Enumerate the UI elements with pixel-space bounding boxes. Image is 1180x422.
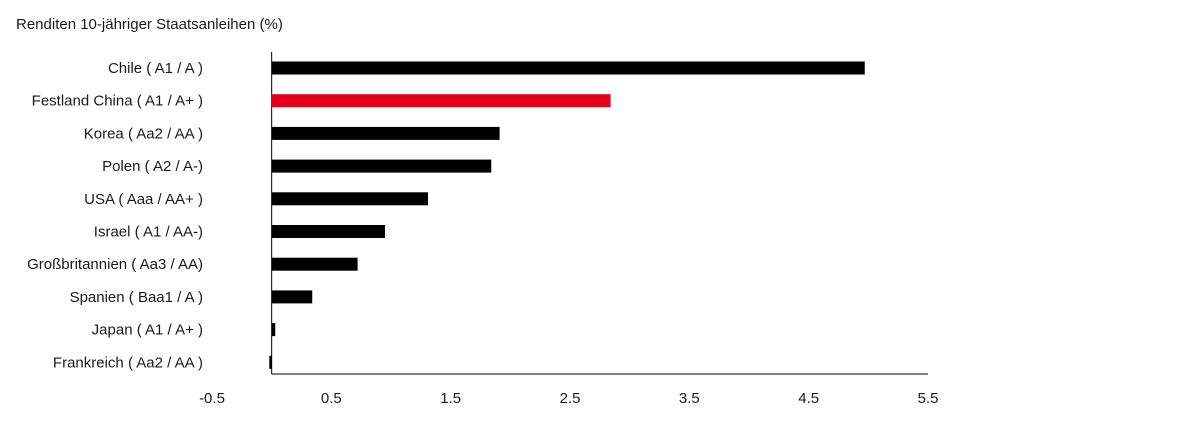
x-tick-label: 1.5 xyxy=(440,390,461,407)
category-label: Großbritannien ( Aa3 / AA) xyxy=(27,256,203,273)
category-label: Festland China ( A1 / A+ ) xyxy=(32,93,203,110)
category-label: Japan ( A1 / A+ ) xyxy=(92,322,203,339)
bar xyxy=(269,355,272,369)
category-label: Frankreich ( Aa2 / AA ) xyxy=(53,354,203,371)
x-tick-label: -0.5 xyxy=(199,390,225,407)
x-tick-label: 4.5 xyxy=(798,390,819,407)
bar xyxy=(271,323,276,337)
bar xyxy=(271,94,611,108)
x-tick-label: 2.5 xyxy=(560,390,581,407)
category-label: Korea ( Aa2 / AA ) xyxy=(84,125,203,142)
category-label: Spanien ( Baa1 / A ) xyxy=(70,289,203,306)
bar xyxy=(271,159,492,173)
bar xyxy=(271,192,428,206)
x-tick-label: 3.5 xyxy=(679,390,700,407)
category-label: Israel ( A1 / AA-) xyxy=(94,224,203,241)
bar xyxy=(271,126,500,140)
category-label: Polen ( A2 / A-) xyxy=(102,158,203,175)
chart-title: Renditen 10-jähriger Staatsanleihen (%) xyxy=(16,16,283,33)
x-tick-label: 0.5 xyxy=(321,390,342,407)
category-label: Chile ( A1 / A ) xyxy=(108,60,203,77)
category-label: USA ( Aaa / AA+ ) xyxy=(84,191,203,208)
bar xyxy=(271,61,865,75)
bar xyxy=(271,257,358,271)
bar xyxy=(271,290,313,304)
x-tick-label: 5.5 xyxy=(918,390,939,407)
bar xyxy=(271,225,386,238)
